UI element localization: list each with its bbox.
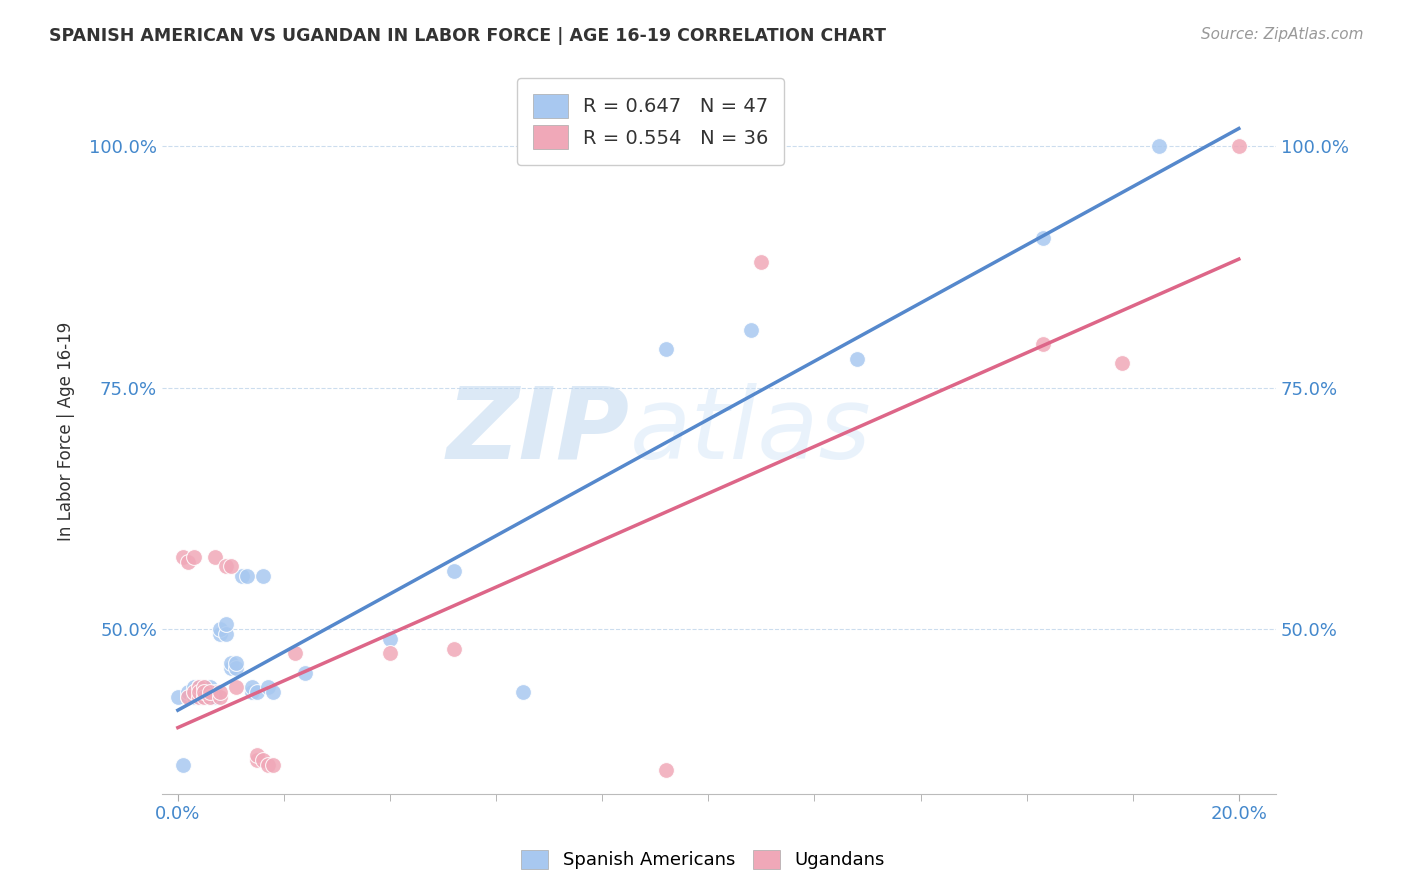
Point bbox=[219, 559, 242, 574]
Point bbox=[188, 685, 211, 699]
Point bbox=[252, 753, 274, 767]
Text: Source: ZipAtlas.com: Source: ZipAtlas.com bbox=[1201, 27, 1364, 42]
Point bbox=[209, 623, 232, 637]
Point bbox=[273, 830, 295, 845]
Point bbox=[193, 690, 215, 704]
Point bbox=[214, 559, 236, 574]
Point bbox=[740, 322, 762, 336]
Point bbox=[283, 830, 305, 845]
Point bbox=[172, 757, 194, 772]
Text: atlas: atlas bbox=[630, 383, 872, 480]
Point bbox=[193, 685, 215, 699]
Point bbox=[262, 757, 284, 772]
Point bbox=[209, 627, 232, 641]
Point bbox=[193, 685, 215, 699]
Point bbox=[294, 665, 316, 680]
Point bbox=[177, 555, 200, 569]
Point bbox=[1031, 231, 1053, 245]
Point bbox=[1149, 139, 1171, 153]
Point bbox=[177, 690, 200, 704]
Point bbox=[262, 685, 284, 699]
Point bbox=[177, 685, 200, 699]
Point bbox=[246, 685, 269, 699]
Point bbox=[655, 342, 678, 356]
Point bbox=[183, 685, 205, 699]
Point bbox=[198, 685, 221, 699]
Point bbox=[209, 685, 232, 699]
Point bbox=[257, 757, 280, 772]
Point bbox=[225, 661, 247, 675]
Point bbox=[257, 681, 280, 695]
Point bbox=[193, 685, 215, 699]
Point bbox=[236, 569, 259, 583]
Point bbox=[240, 681, 263, 695]
Point bbox=[193, 681, 215, 695]
Y-axis label: In Labor Force | Age 16-19: In Labor Force | Age 16-19 bbox=[58, 321, 75, 541]
Point bbox=[188, 681, 211, 695]
Point bbox=[183, 685, 205, 699]
Point bbox=[204, 685, 226, 699]
Point bbox=[183, 690, 205, 704]
Point bbox=[188, 685, 211, 699]
Point bbox=[204, 549, 226, 564]
Point bbox=[225, 681, 247, 695]
Point bbox=[188, 681, 211, 695]
Text: SPANISH AMERICAN VS UGANDAN IN LABOR FORCE | AGE 16-19 CORRELATION CHART: SPANISH AMERICAN VS UGANDAN IN LABOR FOR… bbox=[49, 27, 886, 45]
Point bbox=[193, 690, 215, 704]
Point bbox=[188, 690, 211, 704]
Point bbox=[172, 549, 194, 564]
Point bbox=[204, 690, 226, 704]
Point bbox=[188, 681, 211, 695]
Point bbox=[1031, 337, 1053, 351]
Point bbox=[225, 656, 247, 670]
Point bbox=[655, 763, 678, 777]
Point bbox=[751, 255, 773, 269]
Point bbox=[246, 747, 269, 762]
Point bbox=[183, 549, 205, 564]
Point bbox=[845, 351, 868, 366]
Point bbox=[240, 685, 263, 699]
Point bbox=[183, 681, 205, 695]
Point bbox=[214, 617, 236, 632]
Legend: R = 0.647   N = 47, R = 0.554   N = 36: R = 0.647 N = 47, R = 0.554 N = 36 bbox=[517, 78, 785, 165]
Text: ZIP: ZIP bbox=[447, 383, 630, 480]
Point bbox=[214, 627, 236, 641]
Point bbox=[246, 753, 269, 767]
Point bbox=[1111, 356, 1133, 370]
Point bbox=[283, 647, 305, 661]
Point bbox=[378, 647, 401, 661]
Point bbox=[252, 569, 274, 583]
Point bbox=[166, 690, 188, 704]
Point bbox=[193, 681, 215, 695]
Point bbox=[198, 690, 221, 704]
Point bbox=[198, 690, 221, 704]
Point bbox=[198, 685, 221, 699]
Point bbox=[443, 564, 465, 578]
Point bbox=[443, 641, 465, 656]
Point bbox=[209, 690, 232, 704]
Point bbox=[198, 681, 221, 695]
Legend: Spanish Americans, Ugandans: Spanish Americans, Ugandans bbox=[512, 841, 894, 879]
Point bbox=[188, 690, 211, 704]
Point bbox=[219, 656, 242, 670]
Point bbox=[177, 690, 200, 704]
Point bbox=[1227, 139, 1250, 153]
Point bbox=[219, 661, 242, 675]
Point bbox=[512, 685, 534, 699]
Point bbox=[231, 569, 253, 583]
Point bbox=[378, 632, 401, 646]
